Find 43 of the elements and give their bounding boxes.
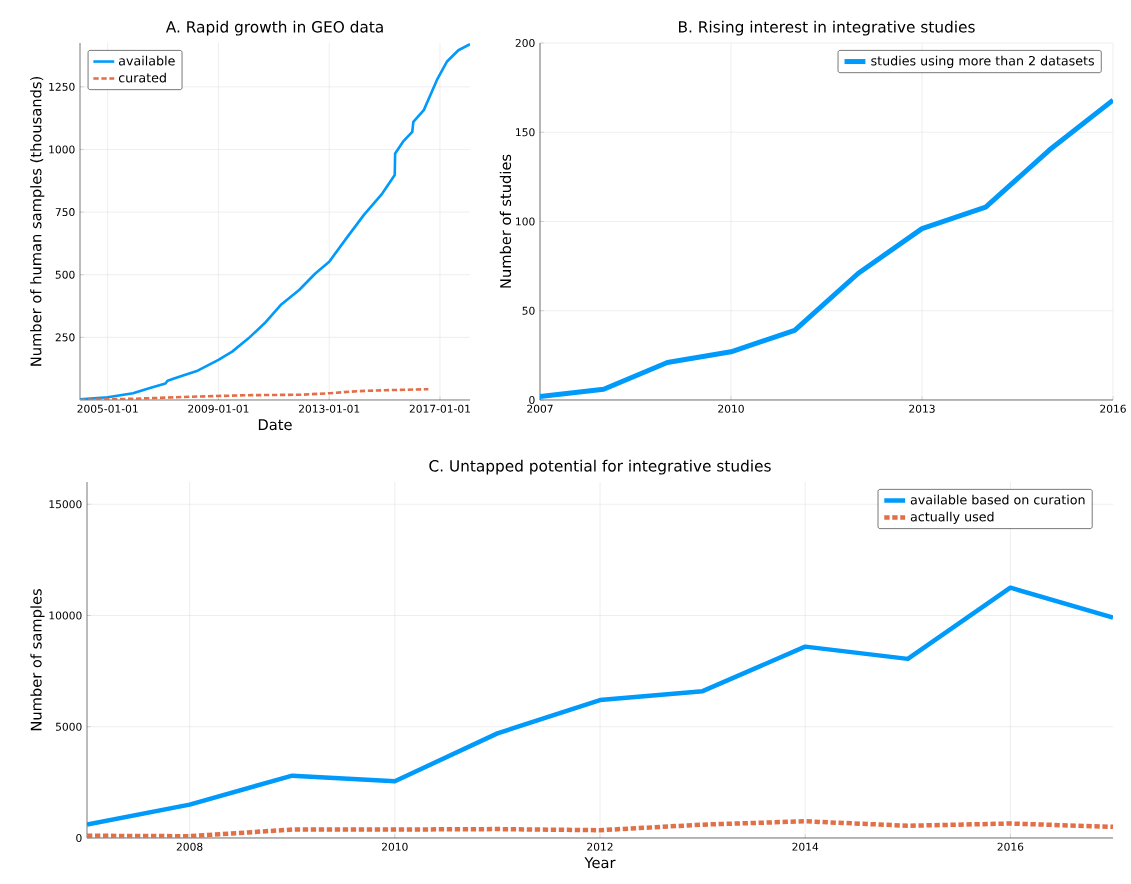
x-tick-label: 2013-01-01 [298,404,360,413]
y-tick-label: 500 [55,270,75,279]
chart-title: A. Rapid growth in GEO data [165,20,383,36]
line-series [87,585,1113,827]
chart-title: C. Untapped potential for integrative studies [429,459,771,475]
y-tick-label: 100 [516,217,535,226]
legend-label: studies using more than 2 datasets [871,55,1094,68]
x-tick-label: 2014 [792,842,819,851]
x-tick-label: 2010 [718,404,744,413]
x-tick-label: 2017-01-01 [409,404,470,413]
y-tick-label: 50 [522,306,535,315]
y-axis-title: Number of studies [499,154,512,288]
y-tick-label: 750 [55,208,75,217]
legend-label: available based on curation [910,494,1085,505]
legend-label: curated [118,72,166,83]
x-axis-title: Year [584,857,616,869]
y-tick-label: 0 [76,833,82,843]
y-tick-label: 150 [516,128,535,137]
x-tick-label: 2005-01-01 [77,404,138,413]
y-tick-label: 250 [55,333,75,342]
x-axis-title: Date [258,419,292,431]
y-axis-title: Number of samples [30,589,45,731]
y-tick-label: 15000 [49,500,82,509]
x-tick-label: 2010 [382,842,408,851]
x-tick-label: 2013 [909,404,935,413]
legend-label: available [118,55,175,66]
line-series [80,42,470,400]
y-tick-label: 200 [515,38,535,48]
y-tick-label: 1000 [49,145,75,154]
chart-title: B. Rising interest in integrative studies [679,20,975,36]
y-tick-label: 0 [529,395,535,405]
line-series [80,387,430,400]
y-tick-label: 1250 [49,82,75,91]
x-tick-label: 2007 [527,404,553,413]
legend-label: actually used [910,511,994,524]
x-tick-label: 2009-01-01 [188,404,249,413]
x-tick-label: 2016 [1100,404,1126,413]
y-tick-label: 10000 [49,611,82,620]
x-tick-label: 2008 [176,842,203,851]
y-tick-label: 5000 [55,722,82,731]
x-tick-label: 2012 [587,842,613,851]
x-tick-label: 2016 [997,842,1024,851]
y-axis-title: Number of human samples (thousands) [30,77,45,366]
